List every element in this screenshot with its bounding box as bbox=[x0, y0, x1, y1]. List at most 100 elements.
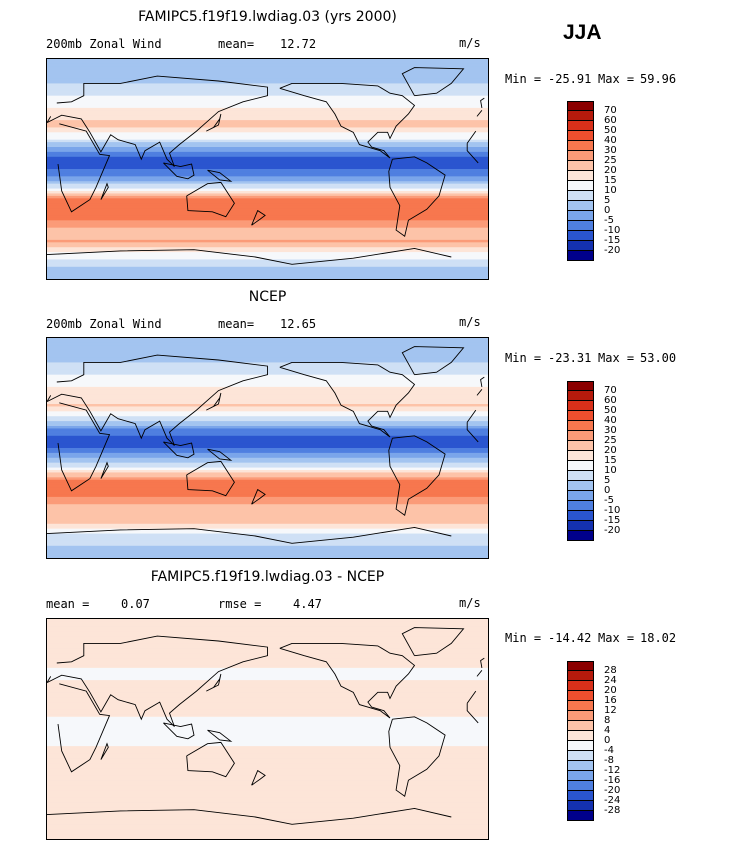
field-band bbox=[47, 261, 488, 265]
field-band bbox=[47, 396, 488, 400]
coastline bbox=[279, 361, 416, 438]
field-band bbox=[47, 753, 488, 757]
field-band bbox=[47, 555, 488, 558]
coastline bbox=[207, 729, 233, 742]
colorbar-tick-label: 40 bbox=[604, 135, 617, 146]
field-band bbox=[47, 533, 488, 537]
field-band bbox=[47, 377, 488, 381]
field-band bbox=[47, 457, 488, 461]
field-band bbox=[47, 195, 488, 199]
field-band bbox=[47, 384, 488, 388]
coastline bbox=[401, 627, 465, 657]
coastline bbox=[279, 82, 416, 159]
colorbar-swatch bbox=[567, 761, 594, 771]
field-band bbox=[47, 812, 488, 816]
colorbar-tick-label: -24 bbox=[604, 795, 621, 806]
field-band bbox=[47, 736, 488, 740]
colorbar-swatch bbox=[567, 501, 594, 511]
field-band bbox=[47, 178, 488, 182]
colorbar-swatch bbox=[567, 491, 594, 501]
colorbar-tick-label: -10 bbox=[604, 505, 621, 516]
field-band bbox=[47, 465, 488, 469]
field-band bbox=[47, 721, 488, 725]
colorbar-swatch bbox=[567, 701, 594, 711]
field-band bbox=[47, 252, 488, 256]
field-band bbox=[47, 98, 488, 102]
field-band bbox=[47, 112, 488, 116]
field-band bbox=[47, 173, 488, 177]
field-band bbox=[47, 768, 488, 772]
panel2-colorbar bbox=[567, 381, 594, 541]
coastline bbox=[47, 247, 452, 265]
field-band bbox=[47, 105, 488, 109]
colorbar-swatch bbox=[567, 721, 594, 731]
field-band bbox=[47, 254, 488, 258]
field-band bbox=[47, 191, 488, 195]
field-band bbox=[47, 697, 488, 701]
colorbar-swatch bbox=[567, 121, 594, 131]
field-band bbox=[47, 357, 488, 361]
field-band bbox=[47, 450, 488, 454]
colorbar-tick-label: -20 bbox=[604, 785, 621, 796]
field-band bbox=[47, 418, 488, 422]
panel1-mean-value: 12.72 bbox=[280, 37, 317, 51]
coastline bbox=[388, 435, 446, 516]
field-band bbox=[47, 257, 488, 261]
colorbar-swatch bbox=[567, 461, 594, 471]
field-band bbox=[47, 142, 488, 146]
field-band bbox=[47, 176, 488, 180]
field-band bbox=[47, 479, 488, 483]
coastline bbox=[401, 67, 465, 97]
field-band bbox=[47, 526, 488, 530]
colorbar-swatch bbox=[567, 801, 594, 811]
field-band bbox=[47, 242, 488, 246]
field-band bbox=[47, 724, 488, 728]
field-band bbox=[47, 338, 488, 342]
field-band bbox=[47, 631, 488, 635]
coastline bbox=[47, 354, 483, 446]
field-band bbox=[47, 538, 488, 542]
colorbar-tick-label: -10 bbox=[604, 225, 621, 236]
panel3-coastlines bbox=[47, 627, 485, 825]
colorbar-swatch bbox=[567, 731, 594, 741]
coastline bbox=[57, 683, 479, 773]
field-band bbox=[47, 763, 488, 767]
colorbar-tick-label: 60 bbox=[604, 115, 617, 126]
colorbar-swatch bbox=[567, 201, 594, 211]
colorbar-swatch bbox=[567, 441, 594, 451]
field-band bbox=[47, 523, 488, 527]
coastline bbox=[100, 742, 109, 760]
field-band bbox=[47, 834, 488, 838]
field-band bbox=[47, 404, 488, 408]
field-band bbox=[47, 164, 488, 168]
colorbar-tick-label: -28 bbox=[604, 805, 621, 816]
panel3-mean-value: 0.07 bbox=[121, 597, 150, 611]
field-band bbox=[47, 215, 488, 219]
panel1-map-svg bbox=[47, 59, 488, 279]
colorbar-tick-label: 28 bbox=[604, 665, 617, 676]
field-band bbox=[47, 401, 488, 405]
field-band bbox=[47, 154, 488, 158]
field-band bbox=[47, 125, 488, 129]
field-band bbox=[47, 741, 488, 745]
field-band bbox=[47, 687, 488, 691]
field-band bbox=[47, 355, 488, 359]
field-band bbox=[47, 452, 488, 456]
colorbar-tick-label: 10 bbox=[604, 465, 617, 476]
field-band bbox=[47, 477, 488, 481]
field-band bbox=[47, 831, 488, 835]
field-band bbox=[47, 239, 488, 243]
colorbar-tick-label: 4 bbox=[604, 725, 611, 736]
coastline bbox=[186, 741, 235, 778]
colorbar-tick-label: 20 bbox=[604, 165, 617, 176]
field-band bbox=[47, 775, 488, 779]
field-band bbox=[47, 496, 488, 500]
field-band bbox=[47, 63, 488, 67]
field-band bbox=[47, 382, 488, 386]
field-band bbox=[47, 777, 488, 781]
field-band bbox=[47, 716, 488, 720]
field-band bbox=[47, 470, 488, 474]
field-band bbox=[47, 217, 488, 221]
field-band bbox=[47, 269, 488, 273]
coastline bbox=[100, 182, 109, 200]
